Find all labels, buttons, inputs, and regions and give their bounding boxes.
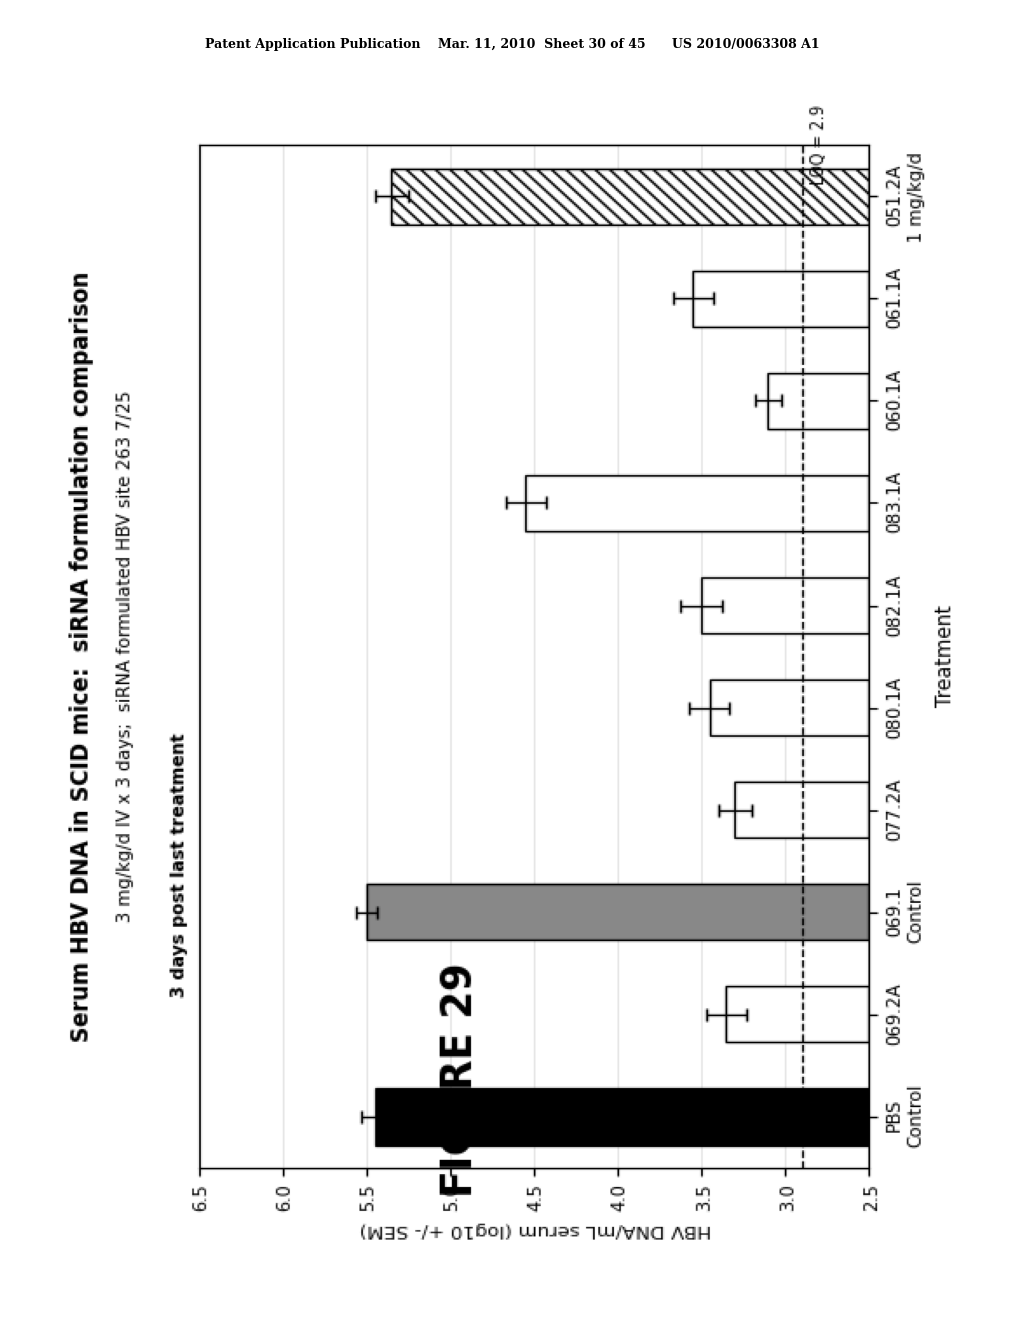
Text: Patent Application Publication    Mar. 11, 2010  Sheet 30 of 45      US 2010/006: Patent Application Publication Mar. 11, …	[205, 38, 819, 51]
